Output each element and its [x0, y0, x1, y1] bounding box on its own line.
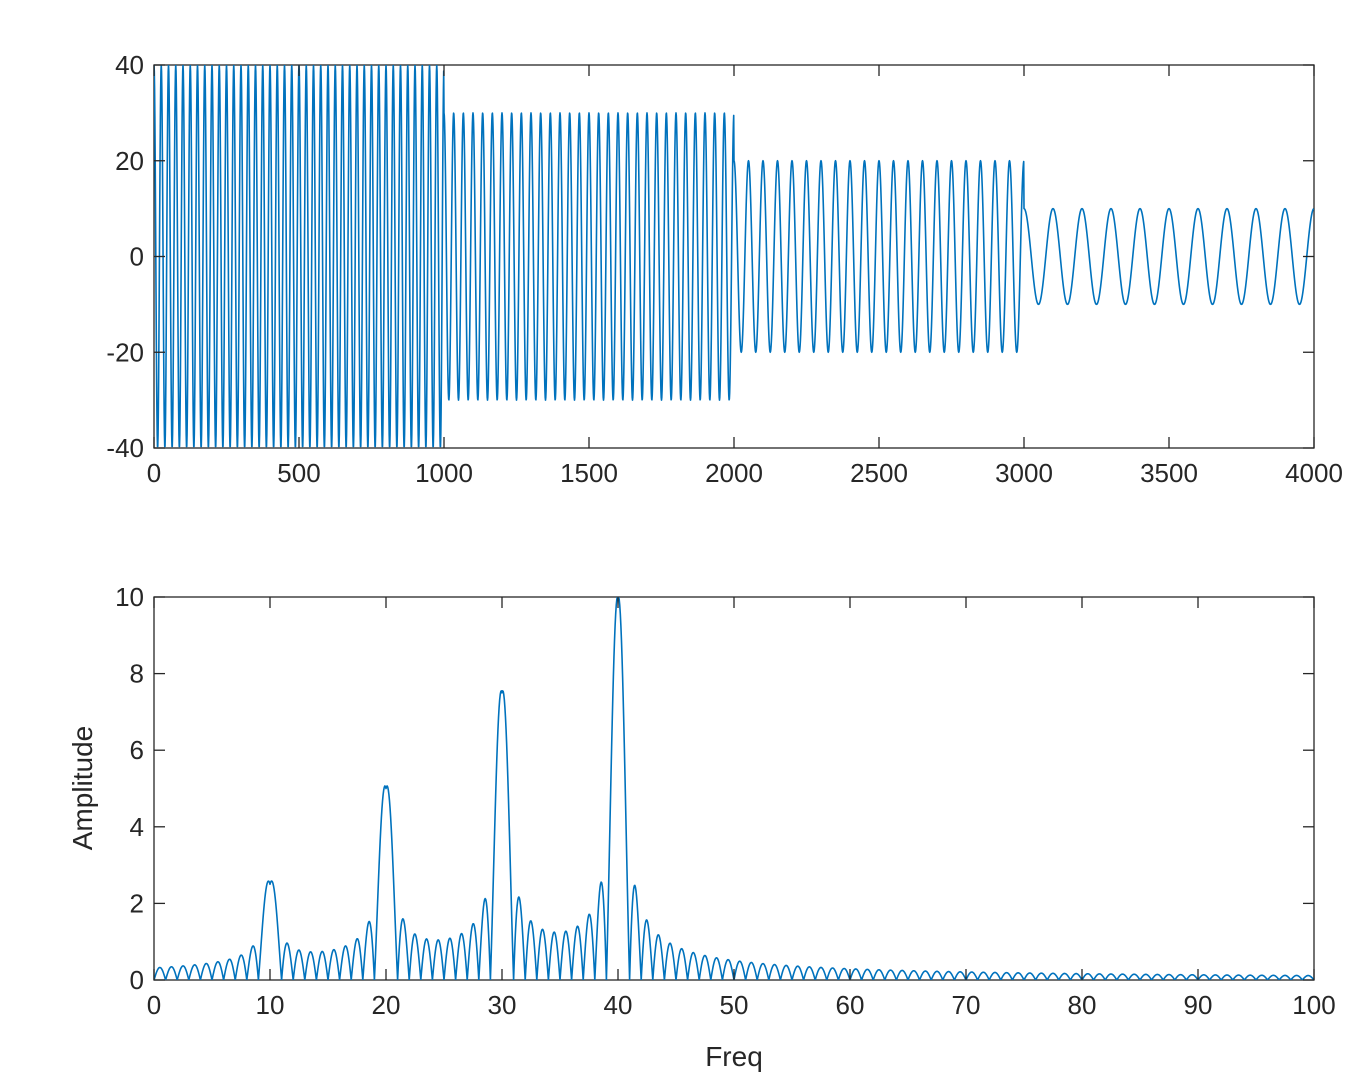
spectrum-x-tick-label: 30 [488, 990, 517, 1020]
spectrum-y-tick-label: 10 [115, 582, 144, 612]
spectrum-series-group [154, 597, 1314, 980]
time-domain-x-tick-label: 2000 [705, 458, 763, 488]
spectrum-x-tick-label: 10 [256, 990, 285, 1020]
time-domain-x-tick-label: 3000 [995, 458, 1053, 488]
time-domain-y-tick-label: 40 [115, 50, 144, 80]
spectrum-x-tick-label: 60 [836, 990, 865, 1020]
time-domain-y-tick-label: 20 [115, 146, 144, 176]
time-domain-x-tick-label: 0 [147, 458, 161, 488]
time-domain-tick-labels: 0 500 1000 1500 2000 2500 3000 3500 4000 -40 -20 0 2… [106, 50, 1343, 488]
spectrum-y-tick-label: 4 [130, 812, 144, 842]
time-domain-ticks [153, 64, 1315, 449]
time-domain-x-tick-label: 4000 [1285, 458, 1343, 488]
time-domain-series-line [154, 65, 1314, 448]
spectrum-tick-labels: 0 10 20 30 40 50 60 70 80 90 100 0 2 4 6 8 10 [115, 582, 1336, 1020]
time-domain-x-tick-label: 500 [277, 458, 320, 488]
spectrum-ticks [153, 596, 1315, 981]
time-domain-series-group [154, 65, 1314, 448]
time-domain-y-tick-label: 0 [130, 242, 144, 272]
spectrum-x-axis-label: Freq [705, 1041, 763, 1072]
spectrum-y-tick-label: 8 [130, 659, 144, 689]
time-domain-y-tick-label: -20 [106, 337, 144, 367]
time-domain-x-tick-label: 1500 [560, 458, 618, 488]
spectrum-x-tick-label: 100 [1292, 990, 1335, 1020]
spectrum-y-axis-label: Amplitude [67, 726, 98, 851]
time-domain-x-tick-label: 3500 [1140, 458, 1198, 488]
spectrum-x-tick-label: 0 [147, 990, 161, 1020]
spectrum-y-tick-label: 0 [130, 965, 144, 995]
spectrum-x-tick-label: 90 [1184, 990, 1213, 1020]
spectrum-plot-area [153, 596, 1315, 981]
spectrum-x-tick-label: 70 [952, 990, 981, 1020]
spectrum-y-tick-label: 6 [130, 735, 144, 765]
time-domain-y-tick-label: -40 [106, 433, 144, 463]
spectrum-x-tick-label: 80 [1068, 990, 1097, 1020]
spectrum-x-tick-label: 50 [720, 990, 749, 1020]
spectrum-x-tick-label: 40 [604, 990, 633, 1020]
time-domain-axes: 0 500 1000 1500 2000 2500 3000 3500 4000 -40 -20 0 2… [106, 50, 1343, 488]
spectrum-y-tick-label: 2 [130, 888, 144, 918]
spectrum-x-tick-label: 20 [372, 990, 401, 1020]
spectrum-series-line [154, 597, 1314, 980]
spectrum-axes: 0 10 20 30 40 50 60 70 80 90 100 0 2 4 6 8 10 Freq Ampli… [67, 582, 1336, 1072]
time-domain-x-tick-label: 2500 [850, 458, 908, 488]
time-domain-x-tick-label: 1000 [415, 458, 473, 488]
